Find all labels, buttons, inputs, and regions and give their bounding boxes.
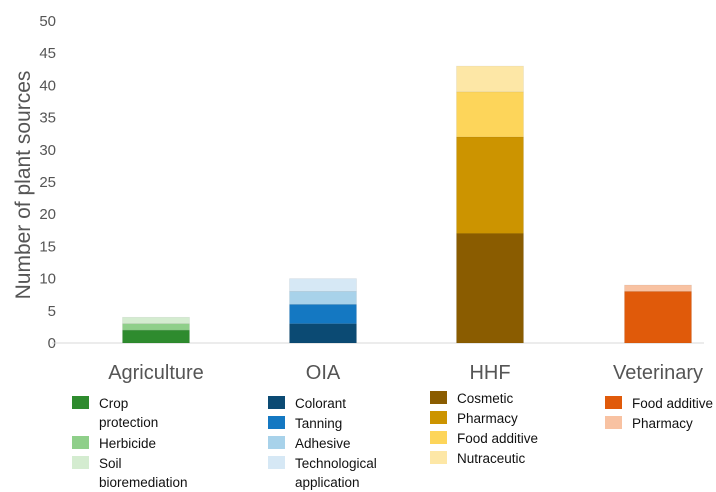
y-tick-label: 40	[39, 77, 56, 94]
category-label: OIA	[306, 362, 341, 384]
bar-segment	[122, 316, 190, 324]
bar-segment	[456, 65, 524, 93]
bar-segment	[289, 323, 357, 344]
bar-segment	[456, 91, 524, 138]
legend-label: Crop protection	[99, 396, 159, 430]
category-label: HHF	[469, 362, 510, 384]
y-tick-label: 50	[39, 13, 56, 30]
legend-swatch	[72, 396, 89, 409]
y-tick-label: 45	[39, 45, 56, 62]
y-axis-label: Number of plant sources	[12, 71, 35, 300]
legend-label: Food additive	[632, 396, 714, 411]
legend-label: Adhesive	[295, 436, 351, 451]
y-tick-label: 10	[39, 271, 56, 288]
y-tick-label: 15	[39, 238, 56, 255]
category-labels: Agriculture OIA HHF Veterinary	[108, 362, 703, 384]
legend-label: Pharmacy	[632, 416, 693, 431]
legend-swatch	[72, 456, 89, 469]
y-tick-label: 30	[39, 142, 56, 159]
y-tick-label: 20	[39, 206, 56, 223]
legend-label: Pharmacy	[457, 411, 518, 426]
legend-swatch	[430, 451, 447, 464]
legend-label: Tanning	[295, 416, 343, 431]
category-label: Veterinary	[613, 362, 703, 384]
bar-segment	[289, 304, 357, 324]
bar-segment	[122, 323, 190, 331]
legend-swatch	[605, 396, 622, 409]
bar-segment	[456, 233, 524, 344]
legend-label: Herbicide	[99, 436, 157, 451]
legend-label: Soil bioremediation	[99, 456, 188, 490]
legend-label: Cosmetic	[457, 391, 514, 406]
legend-label: Food additive	[457, 431, 539, 446]
legend-label: Nutraceutic	[457, 451, 526, 466]
y-axis-ticks: 0 5 10 15 20 25 30 35 40 45 50	[39, 13, 56, 352]
legend-swatch	[72, 436, 89, 449]
legend-swatch	[268, 456, 285, 469]
legend-swatch	[430, 431, 447, 444]
legend-swatch	[268, 396, 285, 409]
bar-segment	[624, 291, 692, 344]
legend-swatch	[268, 436, 285, 449]
y-tick-label: 0	[48, 335, 56, 352]
bars	[122, 65, 692, 344]
bar-segment	[122, 329, 190, 344]
legend-swatch	[268, 416, 285, 429]
y-tick-label: 5	[48, 303, 56, 320]
category-label: Agriculture	[108, 362, 204, 384]
y-tick-label: 35	[39, 110, 56, 127]
legend-swatch	[605, 416, 622, 429]
bar-segment	[624, 284, 692, 292]
y-tick-label: 25	[39, 174, 56, 191]
legend-swatch	[430, 391, 447, 404]
bar-segment	[456, 136, 524, 234]
legend-label: Technological application	[295, 456, 377, 490]
bar-segment	[289, 278, 357, 292]
legend-label: Colorant	[295, 396, 347, 411]
bar-segment	[289, 291, 357, 305]
legend-swatch	[430, 411, 447, 424]
